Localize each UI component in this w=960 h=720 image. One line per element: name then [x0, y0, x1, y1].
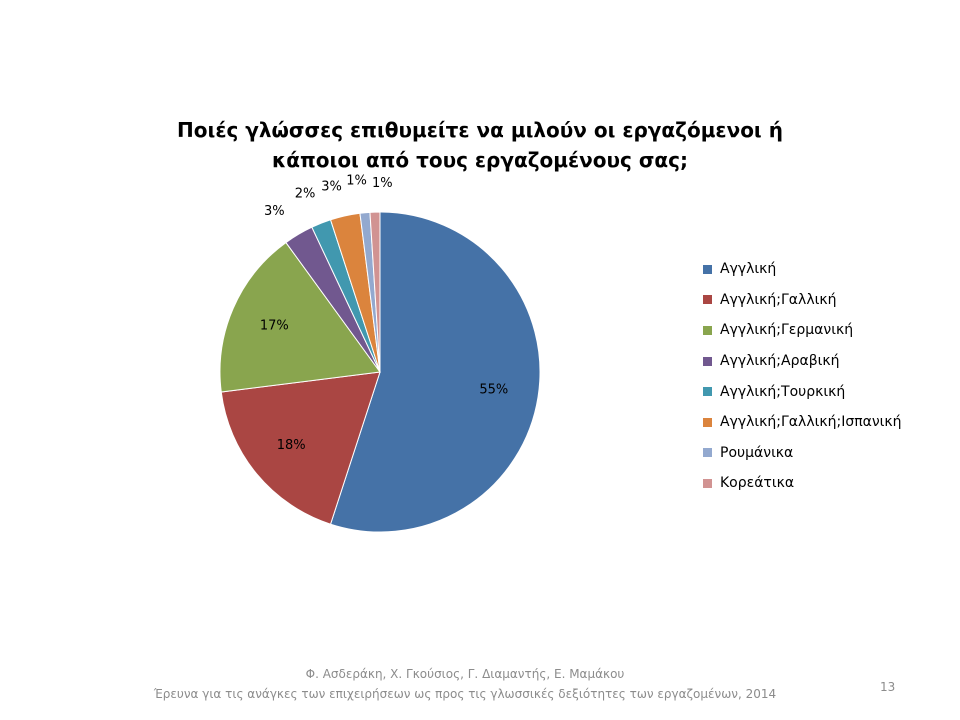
legend-swatch: [703, 478, 712, 488]
legend-label: Κορεάτικα: [720, 475, 795, 492]
legend-item: Αγγλική;Γερμανική: [703, 315, 902, 346]
legend-swatch: [703, 356, 712, 366]
legend-swatch: [703, 325, 712, 335]
legend-item: Αγγλική;Γαλλική: [703, 285, 902, 316]
legend-item: Ρουμάνικα: [703, 438, 902, 469]
page-number: 13: [880, 680, 896, 694]
legend-swatch: [703, 448, 712, 458]
slice-data-label: 1%: [346, 174, 367, 189]
legend-label: Αγγλική: [720, 261, 777, 278]
legend-item: Αγγλική: [703, 254, 902, 285]
pie-slice: [369, 211, 381, 373]
pie-slice: [219, 241, 381, 393]
slice-data-label: 2%: [295, 186, 316, 201]
legend-label: Ρουμάνικα: [720, 444, 794, 461]
legend-swatch: [703, 264, 712, 274]
pie-slice: [220, 371, 381, 525]
chart-title: Ποιές γλώσσες επιθυμείτε να μιλούν οι ερ…: [120, 115, 840, 175]
legend-label: Αγγλική;Γερμανική: [720, 322, 854, 339]
legend-label: Αγγλική;Γαλλική: [720, 291, 837, 308]
legend-label: Αγγλική;Τουρκική: [720, 383, 846, 400]
slice-data-label: 18%: [277, 438, 306, 453]
slice-data-label: 3%: [321, 179, 342, 194]
pie-slices: [219, 211, 541, 533]
slice-data-label: 3%: [264, 204, 285, 219]
legend-swatch: [703, 387, 712, 397]
slice-data-label: 1%: [372, 176, 393, 191]
slice-data-label: 55%: [479, 383, 508, 398]
footer-subtitle: Έρευνα για τις ανάγκες των επιχειρήσεων …: [153, 687, 777, 701]
legend-item: Αγγλική;Αραβική: [703, 346, 902, 377]
legend-item: Αγγλική;Τουρκική: [703, 376, 902, 407]
legend-label: Αγγλική;Γαλλική;Ισπανική: [720, 414, 902, 431]
legend-item: Αγγλική;Γαλλική;Ισπανική: [703, 407, 902, 438]
pie-labels: 55% 18% 17% 3% 2% 3% 1% 1%: [260, 174, 508, 453]
legend-item: Κορεάτικα: [703, 468, 902, 499]
chart-legend: Αγγλική Αγγλική;Γαλλική Αγγλική;Γερμανική Α…: [703, 254, 902, 499]
slice-data-label: 17%: [260, 319, 289, 334]
footer-authors: Φ. Ασδεράκη, Χ. Γκούσιος, Γ. Διαμαντής, …: [305, 667, 625, 681]
legend-label: Αγγλική;Αραβική: [720, 353, 840, 370]
pie-slice: [329, 211, 541, 533]
legend-swatch: [703, 417, 712, 427]
legend-swatch: [703, 295, 712, 305]
chart-title-line-1: Ποιές γλώσσες επιθυμείτε να μιλούν οι ερ…: [177, 118, 783, 142]
chart-title-line-2: κάποιοι από τους εργαζομένους σας;: [272, 148, 688, 172]
